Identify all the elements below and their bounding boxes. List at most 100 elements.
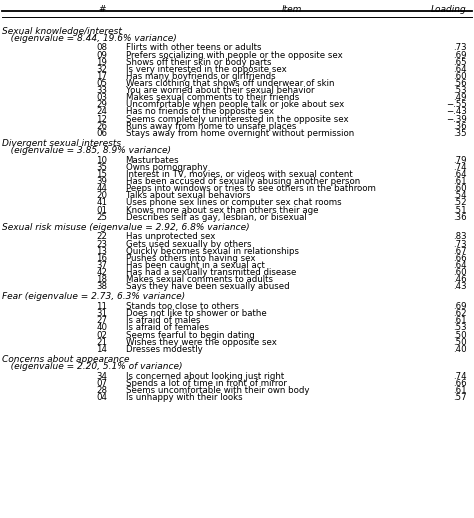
Text: .56: .56: [453, 79, 467, 88]
Text: .52: .52: [453, 198, 467, 207]
Text: Uses phone sex lines or computer sex chat rooms: Uses phone sex lines or computer sex cha…: [126, 198, 341, 207]
Text: 16: 16: [96, 254, 108, 263]
Text: .49: .49: [454, 93, 467, 102]
Text: .66: .66: [453, 254, 467, 263]
Text: Item: Item: [282, 5, 301, 14]
Text: Has many boyfriends or girlfriends: Has many boyfriends or girlfriends: [126, 72, 275, 81]
Text: .67: .67: [453, 247, 467, 256]
Text: Seems uncomfortable with their own body: Seems uncomfortable with their own body: [126, 386, 309, 395]
Text: Has no friends of the opposite sex: Has no friends of the opposite sex: [126, 108, 273, 117]
Text: 40: 40: [96, 324, 108, 333]
Text: 41: 41: [96, 198, 108, 207]
Text: .35: .35: [453, 129, 467, 138]
Text: Has been caught in a sexual act: Has been caught in a sexual act: [126, 261, 264, 270]
Text: Divergent sexual interests: Divergent sexual interests: [2, 139, 121, 148]
Text: You are worried about their sexual behavior: You are worried about their sexual behav…: [126, 86, 314, 95]
Text: .64: .64: [453, 65, 467, 74]
Text: .69: .69: [454, 302, 467, 311]
Text: Makes sexual comments to adults: Makes sexual comments to adults: [126, 275, 273, 284]
Text: 02: 02: [96, 330, 108, 340]
Text: 03: 03: [96, 93, 108, 102]
Text: Is very interested in the opposite sex: Is very interested in the opposite sex: [126, 65, 286, 74]
Text: .64: .64: [453, 261, 467, 270]
Text: 14: 14: [96, 345, 108, 354]
Text: Interest in TV, movies, or videos with sexual content: Interest in TV, movies, or videos with s…: [126, 170, 352, 179]
Text: 11: 11: [96, 302, 108, 311]
Text: 29: 29: [97, 100, 107, 109]
Text: .36: .36: [453, 122, 467, 131]
Text: Knows more about sex than others their age: Knows more about sex than others their a…: [126, 206, 318, 214]
Text: 18: 18: [96, 275, 108, 284]
Text: 25: 25: [96, 213, 108, 222]
Text: .50: .50: [453, 338, 467, 347]
Text: .64: .64: [453, 170, 467, 179]
Text: Sexual risk misuse (eigenvalue = 2.92, 6.8% variance): Sexual risk misuse (eigenvalue = 2.92, 6…: [2, 223, 250, 232]
Text: .53: .53: [453, 324, 467, 333]
Text: .60: .60: [453, 184, 467, 193]
Text: Owns pornography: Owns pornography: [126, 163, 207, 172]
Text: 21: 21: [96, 338, 108, 347]
Text: Is afraid of males: Is afraid of males: [126, 316, 200, 325]
Text: .51: .51: [453, 206, 467, 214]
Text: 15: 15: [96, 170, 108, 179]
Text: Prefers socializing with people or the opposite sex: Prefers socializing with people or the o…: [126, 50, 342, 60]
Text: Has had a sexually transmitted disease: Has had a sexually transmitted disease: [126, 268, 296, 277]
Text: Shows off their skin or body parts: Shows off their skin or body parts: [126, 57, 271, 67]
Text: Sexual knowledge/interest: Sexual knowledge/interest: [2, 26, 122, 36]
Text: .83: .83: [453, 233, 467, 241]
Text: .61: .61: [453, 177, 467, 186]
Text: .46: .46: [453, 275, 467, 284]
Text: .50: .50: [453, 330, 467, 340]
Text: 35: 35: [96, 163, 108, 172]
Text: Does not like to shower or bathe: Does not like to shower or bathe: [126, 309, 266, 318]
Text: 12: 12: [96, 114, 108, 124]
Text: 23: 23: [96, 240, 108, 249]
Text: Uncomfortable when people talk or joke about sex: Uncomfortable when people talk or joke a…: [126, 100, 344, 109]
Text: .65: .65: [453, 57, 467, 67]
Text: 07: 07: [96, 379, 108, 388]
Text: 37: 37: [96, 261, 108, 270]
Text: .79: .79: [454, 156, 467, 165]
Text: Quickly becomes sexual in relationships: Quickly becomes sexual in relationships: [126, 247, 299, 256]
Text: Describes self as gay, lesbian, or bisexual: Describes self as gay, lesbian, or bisex…: [126, 213, 306, 222]
Text: (eigenvalue = 3.85, 8.9% variance): (eigenvalue = 3.85, 8.9% variance): [2, 146, 172, 155]
Text: 24: 24: [96, 108, 108, 117]
Text: Masturbates: Masturbates: [126, 156, 179, 165]
Text: 08: 08: [96, 44, 108, 52]
Text: .69: .69: [454, 50, 467, 60]
Text: 17: 17: [96, 72, 108, 81]
Text: .54: .54: [453, 191, 467, 200]
Text: Seems fearful to begin dating: Seems fearful to begin dating: [126, 330, 255, 340]
Text: .61: .61: [453, 386, 467, 395]
Text: Fear (eigenvalue = 2.73, 6.3% variance): Fear (eigenvalue = 2.73, 6.3% variance): [2, 293, 185, 301]
Text: 27: 27: [96, 316, 108, 325]
Text: Seems completely uninterested in the opposite sex: Seems completely uninterested in the opp…: [126, 114, 348, 124]
Text: Is afraid of females: Is afraid of females: [126, 324, 209, 333]
Text: 33: 33: [96, 86, 108, 95]
Text: 39: 39: [97, 177, 107, 186]
Text: Peeps into windows or tries to see others in the bathroom: Peeps into windows or tries to see other…: [126, 184, 375, 193]
Text: (eigenvalue = 8.44, 19.6% variance): (eigenvalue = 8.44, 19.6% variance): [2, 34, 177, 42]
Text: Concerns about appearance: Concerns about appearance: [2, 355, 130, 364]
Text: Talks about sexual behaviors: Talks about sexual behaviors: [126, 191, 250, 200]
Text: .74: .74: [453, 163, 467, 172]
Text: 13: 13: [96, 247, 108, 256]
Text: −.55: −.55: [446, 100, 467, 109]
Text: .62: .62: [453, 309, 467, 318]
Text: .36: .36: [453, 213, 467, 222]
Text: Wears clothing that shows off underwear of skin: Wears clothing that shows off underwear …: [126, 79, 334, 88]
Text: Runs away from home to unsafe places: Runs away from home to unsafe places: [126, 122, 296, 131]
Text: .43: .43: [453, 282, 467, 291]
Text: Is concerned about looking just right: Is concerned about looking just right: [126, 372, 284, 381]
Text: .73: .73: [453, 240, 467, 249]
Text: .66: .66: [453, 379, 467, 388]
Text: 04: 04: [96, 393, 108, 402]
Text: 34: 34: [96, 372, 108, 381]
Text: .73: .73: [453, 44, 467, 52]
Text: Loading: Loading: [431, 5, 467, 14]
Text: 44: 44: [96, 184, 108, 193]
Text: Says they have been sexually abused: Says they have been sexually abused: [126, 282, 289, 291]
Text: −.39: −.39: [446, 114, 467, 124]
Text: Gets used sexually by others: Gets used sexually by others: [126, 240, 251, 249]
Text: .53: .53: [453, 86, 467, 95]
